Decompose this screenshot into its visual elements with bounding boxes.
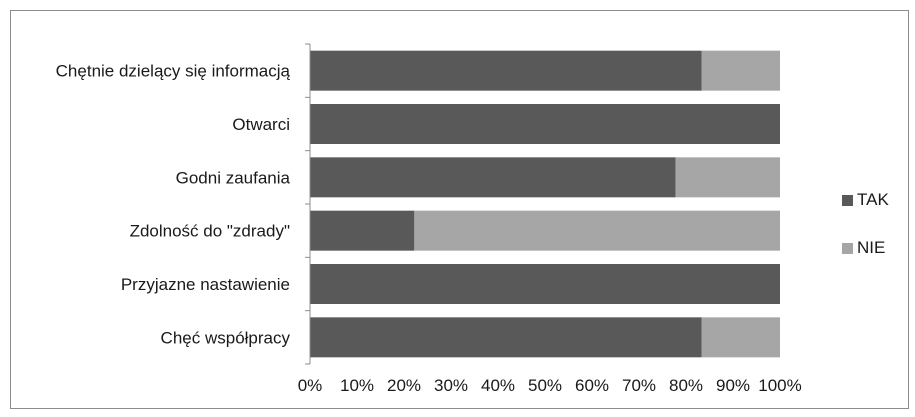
category-label: Otwarci	[232, 115, 290, 134]
legend: TAK NIE	[842, 186, 889, 282]
x-tick-label: 0%	[298, 376, 323, 395]
legend-swatch-nie	[842, 242, 853, 254]
bar-tak-0	[310, 50, 702, 91]
bar-nie-5	[701, 317, 780, 358]
bar-tak-1	[310, 104, 780, 144]
legend-label-nie: NIE	[857, 238, 886, 257]
bar-tak-2	[310, 157, 676, 198]
bar-nie-2	[675, 157, 780, 198]
x-tick-label: 70%	[622, 376, 656, 395]
x-tick-label: 40%	[481, 376, 515, 395]
x-tick-label: 90%	[716, 376, 750, 395]
category-label: Chętnie dzielący się informacją	[56, 62, 291, 81]
legend-swatch-tak	[842, 194, 853, 206]
bar-nie-3	[414, 210, 780, 251]
x-tick-label: 20%	[387, 376, 421, 395]
category-label: Godni zaufania	[176, 168, 291, 187]
legend-label-tak: TAK	[857, 190, 889, 209]
x-tick-label: 10%	[340, 376, 374, 395]
bar-tak-4	[310, 264, 780, 304]
bar-tak-5	[310, 317, 702, 358]
x-tick-label: 80%	[669, 376, 703, 395]
bar-tak-3	[310, 210, 415, 251]
legend-item-tak: TAK	[842, 186, 889, 214]
category-label: Chęć współpracy	[161, 328, 291, 347]
category-label: Przyjazne nastawienie	[121, 275, 290, 294]
x-tick-label: 50%	[528, 376, 562, 395]
chart-border	[10, 10, 909, 409]
x-tick-label: 30%	[434, 376, 468, 395]
x-tick-label: 100%	[758, 376, 801, 395]
bar-nie-0	[701, 50, 780, 91]
legend-item-nie: NIE	[842, 234, 889, 262]
x-tick-label: 60%	[575, 376, 609, 395]
category-label: Zdolność do "zdrady"	[130, 222, 290, 241]
